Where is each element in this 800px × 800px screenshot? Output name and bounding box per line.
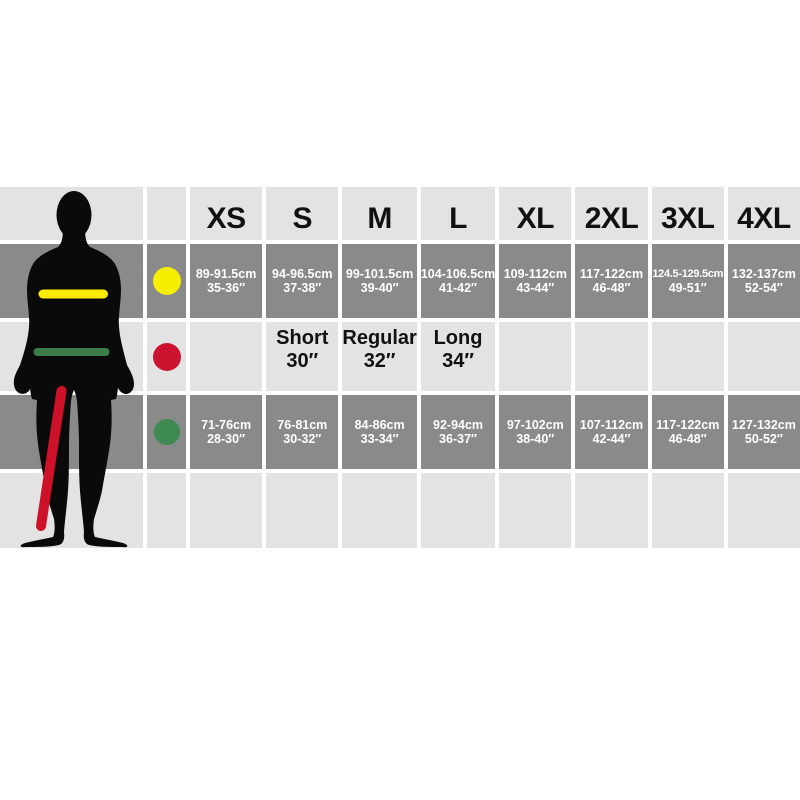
cell-chest-L: 104-106.5cm 41-42″ bbox=[420, 244, 496, 318]
cm-value: 104-106.5cm bbox=[420, 267, 496, 281]
inch-value: 38-40″ bbox=[516, 432, 555, 446]
cm-value: 94-96.5cm bbox=[272, 267, 333, 281]
empty-cell-S bbox=[266, 473, 339, 548]
cm-value: 117-122cm bbox=[656, 418, 720, 432]
cell-chest-S: 94-96.5cm 37-38″ bbox=[266, 244, 339, 318]
size-header-4XL: 4XL bbox=[727, 187, 800, 240]
inch-value: 36-37″ bbox=[439, 432, 478, 446]
empty-cell-3XL bbox=[651, 473, 724, 548]
cell-inside-leg-2XL bbox=[575, 322, 648, 391]
size-chart-table: XS S M L XL 2XL 3XL 4XL 89-91.5cm 35-36″ 94-96.5cm… bbox=[0, 187, 800, 548]
size-header-XL: XL bbox=[499, 187, 572, 240]
figure-column-band-chest bbox=[0, 244, 143, 318]
cell-waist-2XL: 107-112cm 42-44″ bbox=[575, 395, 648, 469]
inch-value: 39-40″ bbox=[360, 281, 399, 295]
cm-value: 127-132cm bbox=[731, 418, 796, 432]
empty-cell-XS bbox=[190, 473, 263, 548]
cm-value: 132-137cm bbox=[731, 267, 796, 281]
size-header-3XL: 3XL bbox=[651, 187, 724, 240]
length-value: 32″ bbox=[363, 350, 396, 372]
inch-value: 50-52″ bbox=[744, 432, 783, 446]
cell-inside-leg-4XL bbox=[727, 322, 800, 391]
marker-cell-inside-leg bbox=[147, 322, 186, 391]
cell-waist-L: 92-94cm 36-37″ bbox=[420, 395, 496, 469]
inch-value: 30-32″ bbox=[283, 432, 322, 446]
cm-value: 92-94cm bbox=[433, 418, 484, 432]
cell-inside-leg-XL bbox=[499, 322, 572, 391]
cell-waist-M: 84-86cm 33-34″ bbox=[342, 395, 417, 469]
cell-inside-leg-M: Regular 32″ bbox=[342, 322, 417, 391]
empty-cell-L bbox=[420, 473, 496, 548]
cm-value: 71-76cm bbox=[201, 418, 252, 432]
yellow-dot bbox=[152, 267, 181, 295]
cm-value: 89-91.5cm bbox=[195, 267, 257, 281]
marker-column-header bbox=[147, 187, 186, 240]
length-label: Regular bbox=[342, 327, 417, 349]
cm-value: 124.5-129.5cm bbox=[652, 268, 724, 280]
cell-waist-S: 76-81cm 30-32″ bbox=[266, 395, 339, 469]
cell-inside-leg-L: Long 34″ bbox=[420, 322, 496, 391]
size-header-L: L bbox=[420, 187, 496, 240]
marker-column-footer bbox=[147, 473, 186, 548]
figure-column-band-footer bbox=[0, 473, 143, 548]
figure-column-band-inside-leg bbox=[0, 322, 143, 391]
figure-column-band-header bbox=[0, 187, 143, 240]
cm-value: 107-112cm bbox=[579, 418, 644, 432]
cm-value: 109-112cm bbox=[503, 267, 567, 281]
inch-value: 46-48″ bbox=[592, 281, 631, 295]
length-value: 34″ bbox=[442, 350, 474, 372]
inch-value: 52-54″ bbox=[744, 281, 783, 295]
length-label: Short bbox=[276, 327, 329, 349]
cm-value: 97-102cm bbox=[506, 418, 564, 432]
size-header-M: M bbox=[342, 187, 417, 240]
cell-chest-XL: 109-112cm 43-44″ bbox=[499, 244, 572, 318]
cm-value: 76-81cm bbox=[277, 418, 328, 432]
empty-cell-M bbox=[342, 473, 417, 548]
cell-chest-3XL: 124.5-129.5cm 49-51″ bbox=[651, 244, 724, 318]
marker-cell-chest bbox=[147, 244, 186, 318]
inch-value: 49-51″ bbox=[668, 281, 707, 295]
empty-cell-XL bbox=[499, 473, 572, 548]
cell-chest-M: 99-101.5cm 39-40″ bbox=[342, 244, 417, 318]
inch-value: 42-44″ bbox=[592, 432, 631, 446]
size-header-S: S bbox=[266, 187, 339, 240]
length-value: 30″ bbox=[286, 350, 319, 372]
cell-chest-2XL: 117-122cm 46-48″ bbox=[575, 244, 648, 318]
inch-value: 37-38″ bbox=[283, 281, 322, 295]
empty-cell-2XL bbox=[575, 473, 648, 548]
cell-waist-4XL: 127-132cm 50-52″ bbox=[727, 395, 800, 469]
cm-value: 84-86cm bbox=[354, 418, 405, 432]
cm-value: 117-122cm bbox=[579, 267, 644, 281]
marker-cell-waist bbox=[147, 395, 186, 469]
inch-value: 43-44″ bbox=[516, 281, 555, 295]
figure-column-band-waist bbox=[0, 395, 143, 469]
inch-value: 35-36″ bbox=[207, 281, 246, 295]
cell-inside-leg-3XL bbox=[651, 322, 724, 391]
inch-value: 28-30″ bbox=[207, 432, 246, 446]
red-dot bbox=[152, 342, 181, 371]
cell-inside-leg-S: Short 30″ bbox=[266, 322, 339, 391]
size-header-2XL: 2XL bbox=[575, 187, 648, 240]
cell-waist-3XL: 117-122cm 46-48″ bbox=[651, 395, 724, 469]
length-label: Long bbox=[433, 327, 483, 349]
cell-chest-XS: 89-91.5cm 35-36″ bbox=[190, 244, 263, 318]
cell-chest-4XL: 132-137cm 52-54″ bbox=[727, 244, 800, 318]
cell-inside-leg-XS bbox=[190, 322, 263, 391]
inch-value: 41-42″ bbox=[439, 281, 478, 295]
cm-value: 99-101.5cm bbox=[345, 267, 414, 281]
inch-value: 46-48″ bbox=[668, 432, 707, 446]
green-dot bbox=[153, 419, 180, 445]
cell-waist-XS: 71-76cm 28-30″ bbox=[190, 395, 263, 469]
cell-waist-XL: 97-102cm 38-40″ bbox=[499, 395, 572, 469]
empty-cell-4XL bbox=[727, 473, 800, 548]
inch-value: 33-34″ bbox=[360, 432, 399, 446]
size-header-XS: XS bbox=[190, 187, 263, 240]
